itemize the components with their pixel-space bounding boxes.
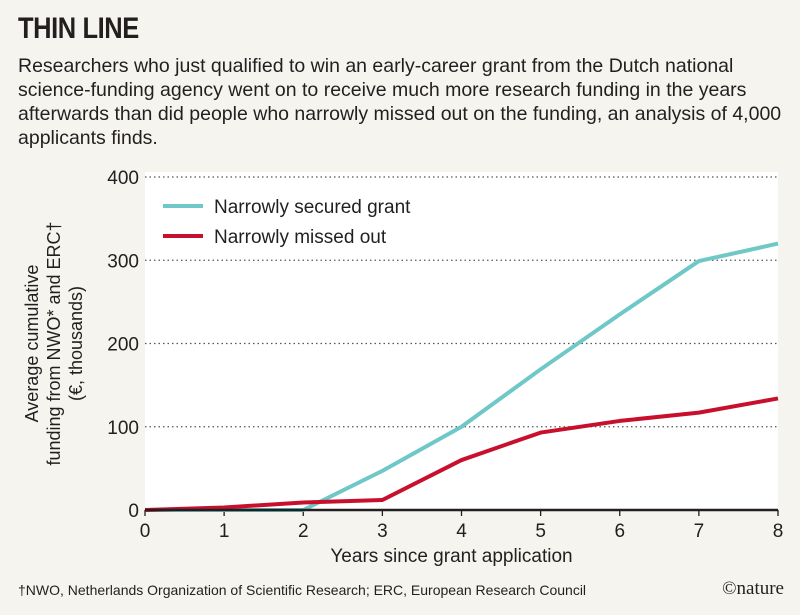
x-axis-label: Years since grant application <box>330 546 572 567</box>
x-tick-label: 7 <box>694 521 705 542</box>
y-tick-label: 100 <box>107 418 139 439</box>
x-tick-label: 3 <box>377 521 388 542</box>
y-tick-label: 400 <box>107 168 139 189</box>
x-tick-label: 6 <box>614 521 625 542</box>
x-tick-label: 2 <box>298 521 309 542</box>
y-axis-label: Average cumulative <box>22 265 42 423</box>
y-tick-label: 0 <box>128 501 139 522</box>
x-tick-label: 4 <box>456 521 467 542</box>
y-axis-label: funding from NWO* and ERC† <box>44 221 64 465</box>
y-tick-label: 200 <box>107 335 139 356</box>
y-axis-label: (€, thousands) <box>66 286 86 401</box>
plot-area <box>145 172 778 510</box>
y-tick-label: 300 <box>107 251 139 272</box>
x-tick-label: 5 <box>535 521 546 542</box>
x-tick-label: 0 <box>140 521 151 542</box>
x-tick-label: 1 <box>219 521 230 542</box>
chart-subtitle: Researchers who just qualified to win an… <box>18 55 782 149</box>
legend-label: Narrowly secured grant <box>214 197 411 218</box>
footnote: †NWO, Netherlands Organization of Scient… <box>18 582 587 598</box>
chart-title: THIN LINE <box>18 12 139 45</box>
nature-logo: ©nature <box>722 578 784 599</box>
legend-label: Narrowly missed out <box>214 227 387 248</box>
x-tick-label: 8 <box>773 521 784 542</box>
